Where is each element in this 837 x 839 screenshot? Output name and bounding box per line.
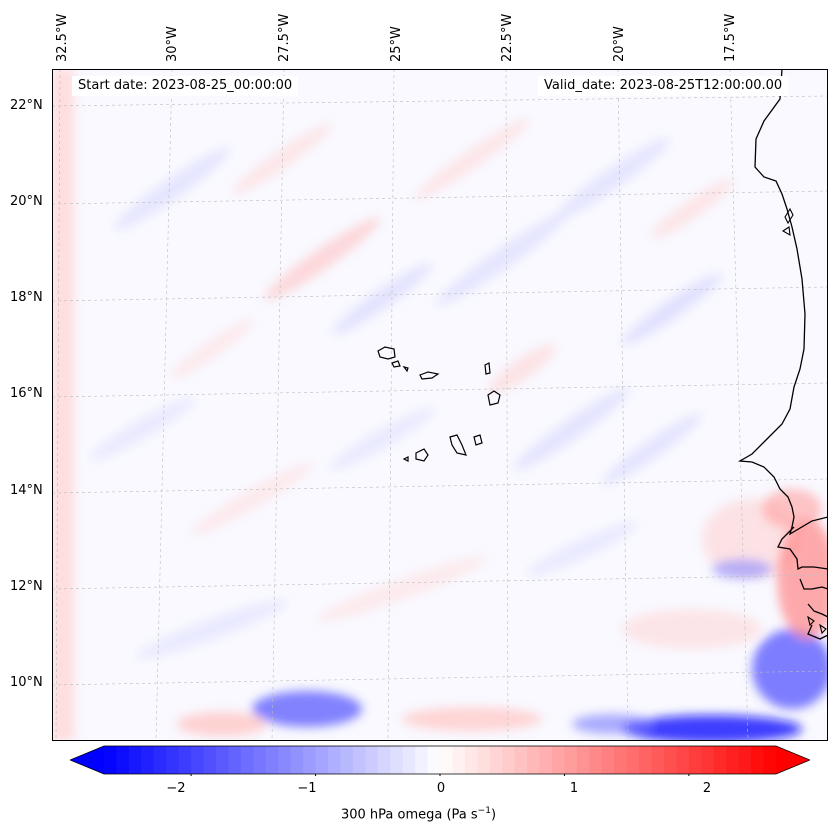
- colorbar-extend-max: [776, 746, 810, 774]
- omega-field: [52, 69, 828, 741]
- colorbar-segment: [576, 746, 590, 774]
- coastal-islands: [781, 207, 827, 635]
- colorbar-segment: [452, 746, 466, 774]
- lon-label-17.5w: 17.5°W: [723, 13, 738, 62]
- colorbar-tick: 1: [569, 781, 579, 796]
- colorbar-segment: [564, 746, 578, 774]
- lat-label-14n: 14°N: [10, 483, 43, 498]
- colorbar-segment: [191, 746, 205, 774]
- colorbar-segment: [527, 746, 541, 774]
- colorbar-segment: [651, 746, 665, 774]
- colorbar-segment: [539, 746, 553, 774]
- colorbar-segment: [415, 746, 429, 774]
- colorbar-segment: [265, 746, 279, 774]
- colorbar-segment: [278, 746, 292, 774]
- colorbar-segment: [464, 746, 478, 774]
- colorbar-segment: [377, 746, 391, 774]
- colorbar-segment: [402, 746, 416, 774]
- cape-verde-islands: [377, 346, 501, 462]
- colorbar-segment: [166, 746, 180, 774]
- colorbar-segment: [141, 746, 155, 774]
- lon-label-20w: 20°W: [612, 26, 627, 62]
- lon-label-30w: 30°W: [165, 26, 180, 62]
- colorbar-segment: [116, 746, 130, 774]
- lat-label-18n: 18°N: [10, 290, 43, 305]
- start-date-label: Start date: 2023-08-25_00:00:00: [72, 76, 299, 96]
- colorbar-segment: [614, 746, 628, 774]
- colorbar-segment: [701, 746, 715, 774]
- colorbar-segment: [626, 746, 640, 774]
- colorbar-segment: [688, 746, 702, 774]
- colorbar-segment: [303, 746, 317, 774]
- colorbar-segment: [390, 746, 404, 774]
- colorbar-tick: 0: [436, 781, 446, 796]
- colorbar-segment: [676, 746, 690, 774]
- colorbar-segment: [477, 746, 491, 774]
- colorbar-segment: [315, 746, 329, 774]
- colorbar-segment: [601, 746, 615, 774]
- colorbar-segment: [489, 746, 503, 774]
- colorbar-segment: [502, 746, 516, 774]
- colorbar-segment: [328, 746, 341, 774]
- colorbar-segment: [203, 746, 217, 774]
- colorbar-segment: [726, 746, 740, 774]
- lat-label-16n: 16°N: [10, 386, 43, 401]
- africa-coastline: [737, 69, 828, 640]
- colorbar-segment: [216, 746, 229, 774]
- lat-label-12n: 12°N: [10, 579, 43, 594]
- colorbar-segment: [340, 746, 354, 774]
- colorbar-segment: [427, 746, 441, 774]
- lat-label-10n: 10°N: [10, 675, 43, 690]
- colorbar-segment: [153, 746, 167, 774]
- colorbar-segment: [751, 746, 765, 774]
- colorbar-segment: [240, 746, 254, 774]
- colorbar-outline: [70, 745, 810, 775]
- colorbar-segment: [440, 746, 453, 774]
- valid-date-label: Valid_date: 2023-08-25T12:00:00.00: [538, 76, 789, 96]
- lon-label-22.5w: 22.5°W: [500, 13, 515, 62]
- colorbar-segment: [253, 746, 267, 774]
- gridlines: [52, 69, 828, 741]
- lon-label-32.5w: 32.5°W: [55, 13, 70, 62]
- colorbar-tick: 2: [702, 781, 712, 796]
- colorbar-segment: [552, 746, 565, 774]
- colorbar-segment: [713, 746, 727, 774]
- colorbar-segment: [128, 746, 142, 774]
- colorbar-segment: [589, 746, 603, 774]
- colorbar: [70, 745, 810, 776]
- colorbar-segment: [352, 746, 366, 774]
- colorbar-title: 300 hPa omega (Pa s−1): [340, 806, 497, 823]
- colorbar-segment: [104, 746, 117, 774]
- lat-label-22n: 22°N: [10, 98, 43, 113]
- colorbar-tick: −2: [166, 781, 186, 796]
- colorbar-segment: [738, 746, 752, 774]
- lat-label-20n: 20°N: [10, 194, 43, 209]
- colorbar-segment: [514, 746, 528, 774]
- colorbar-segment: [639, 746, 653, 774]
- colorbar-tick: −1: [297, 781, 317, 796]
- lon-label-25w: 25°W: [389, 26, 404, 62]
- colorbar-extend-min: [70, 746, 104, 774]
- colorbar-segment: [763, 746, 777, 774]
- colorbar-segment: [365, 746, 379, 774]
- lon-label-27.5w: 27.5°W: [277, 13, 292, 62]
- colorbar-segment: [290, 746, 304, 774]
- colorbar-segment: [664, 746, 677, 774]
- colorbar-segment: [178, 746, 192, 774]
- omega-map: [52, 69, 828, 741]
- colorbar-segment: [228, 746, 242, 774]
